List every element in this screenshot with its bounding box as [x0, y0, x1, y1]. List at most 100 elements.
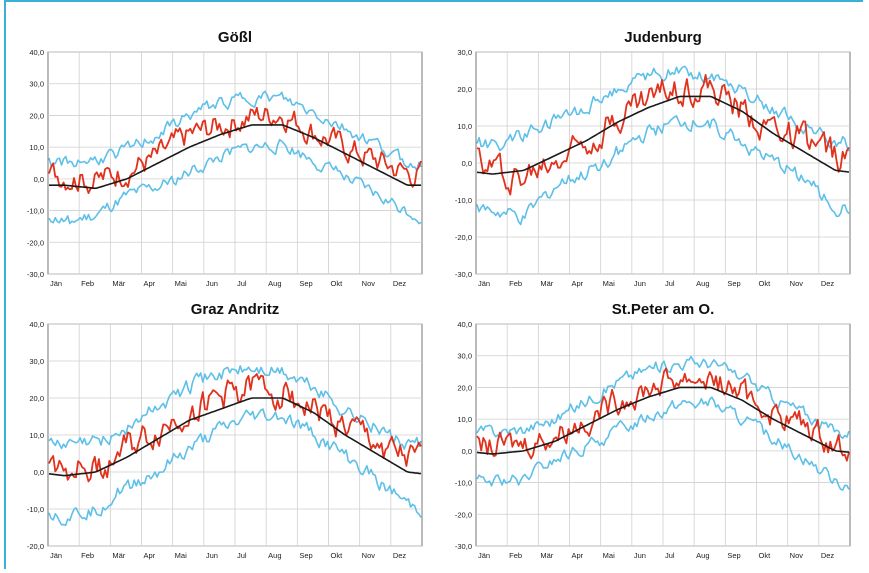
series-lower-band-line [48, 408, 422, 527]
chart-title: Graz Andritz [191, 301, 280, 318]
chart-panel-st-peter: St.Peter am O. -30,0 -20,0 -10,0 0,0 10,0 20,0… [438, 298, 858, 566]
x-tick-label: Nov [362, 279, 376, 288]
x-tick-label: Feb [81, 551, 94, 560]
x-tick-label: Sep [727, 551, 740, 560]
x-tick-label: Sep [299, 279, 312, 288]
y-tick-label: 40,0 [457, 320, 472, 329]
x-tick-label: Okt [331, 551, 344, 560]
x-tick-label: Mai [175, 279, 187, 288]
x-tick-label: Apr [572, 551, 584, 560]
x-tick-label: Mär [112, 279, 125, 288]
series-observed-line [476, 74, 850, 196]
series-lower-band-line [48, 138, 422, 225]
x-tick-label: Mai [175, 551, 187, 560]
chart-panel-judenburg: Judenburg -30,0 -20,0 -10,0 0,0 10,0 20,0 30,0 J… [438, 26, 858, 294]
x-tick-label: Sep [727, 279, 740, 288]
x-tick-label: Aug [268, 279, 281, 288]
x-tick-label: Jul [665, 279, 675, 288]
chart-title: St.Peter am O. [612, 301, 715, 318]
y-tick-label: -10,0 [27, 505, 44, 514]
chart-st-peter: St.Peter am O. -30,0 -20,0 -10,0 0,0 10,0 20,0… [455, 301, 851, 560]
y-tick-label: 30,0 [457, 48, 472, 57]
chart-panel-gossl: Gößl -30,0 -20,0 -10,0 0,0 10,0 20,0 30,0 40,0 Jä… [10, 26, 430, 294]
y-tick-label: -20,0 [455, 233, 472, 242]
x-tick-label: Mär [540, 279, 553, 288]
y-tick-label: -30,0 [27, 270, 44, 279]
x-tick-label: Nov [790, 279, 804, 288]
y-tick-label: -10,0 [455, 479, 472, 488]
x-tick-label: Feb [509, 551, 522, 560]
series-mean-line [48, 397, 422, 477]
series-lower-band-line [476, 396, 850, 491]
x-tick-label: Nov [790, 551, 804, 560]
y-tick-label: 0,0 [34, 175, 44, 184]
x-tick-label: Jun [634, 551, 646, 560]
x-tick-label: Aug [696, 551, 709, 560]
y-tick-label: 30,0 [29, 80, 44, 89]
figure-frame [4, 0, 863, 569]
y-tick-label: 10,0 [457, 415, 472, 424]
y-tick-label: 0,0 [462, 447, 472, 456]
x-tick-label: Apr [144, 279, 156, 288]
chart-title: Judenburg [624, 29, 702, 46]
y-tick-label: -10,0 [27, 207, 44, 216]
x-tick-label: Jun [206, 279, 218, 288]
x-tick-label: Aug [268, 551, 281, 560]
y-tick-label: 30,0 [457, 352, 472, 361]
series-observed-line [48, 373, 422, 483]
y-tick-label: 20,0 [29, 111, 44, 120]
y-tick-label: -30,0 [455, 542, 472, 551]
x-tick-label: Feb [81, 279, 94, 288]
x-tick-label: Jul [237, 551, 247, 560]
series-mean-line [476, 95, 850, 175]
y-tick-label: 10,0 [457, 122, 472, 131]
y-tick-label: 30,0 [29, 357, 44, 366]
y-tick-label: 0,0 [34, 468, 44, 477]
x-tick-label: Apr [572, 279, 584, 288]
x-tick-label: Aug [696, 279, 709, 288]
y-tick-label: -10,0 [455, 196, 472, 205]
x-tick-label: Sep [299, 551, 312, 560]
y-tick-label: 10,0 [29, 431, 44, 440]
x-tick-label: Nov [362, 551, 376, 560]
chart-gossl: Gößl -30,0 -20,0 -10,0 0,0 10,0 20,0 30,0 40,0 Jä… [27, 29, 423, 288]
chart-judenburg: Judenburg -30,0 -20,0 -10,0 0,0 10,0 20,0 30,0 J… [455, 29, 851, 288]
y-tick-label: -20,0 [27, 542, 44, 551]
y-tick-label: -20,0 [455, 510, 472, 519]
x-tick-label: Okt [331, 279, 344, 288]
chart-graz-andritz: Graz Andritz -20,0 -10,0 0,0 10,0 20,0 30,0 40,… [27, 301, 423, 560]
series-lower-band-line [476, 115, 850, 226]
series-observed-line [476, 367, 850, 462]
y-tick-label: 20,0 [29, 394, 44, 403]
x-tick-label: Mär [112, 551, 125, 560]
x-tick-label: Jul [665, 551, 675, 560]
series-mean-line [476, 386, 850, 455]
x-tick-label: Dez [393, 279, 407, 288]
x-tick-label: Dez [821, 279, 835, 288]
y-tick-label: 0,0 [462, 159, 472, 168]
series-upper-band-line [476, 355, 850, 439]
x-tick-label: Dez [393, 551, 407, 560]
y-tick-label: 20,0 [457, 85, 472, 94]
x-tick-label: Feb [509, 279, 522, 288]
x-tick-label: Jän [50, 551, 62, 560]
x-tick-label: Mai [603, 551, 615, 560]
x-tick-label: Apr [144, 551, 156, 560]
chart-title: Gößl [218, 29, 252, 46]
x-tick-label: Jän [50, 279, 62, 288]
y-tick-label: 40,0 [29, 48, 44, 57]
x-tick-label: Jän [478, 279, 490, 288]
x-tick-label: Dez [821, 551, 835, 560]
y-tick-label: -20,0 [27, 238, 44, 247]
y-tick-label: 40,0 [29, 320, 44, 329]
x-tick-label: Jän [478, 551, 490, 560]
series-upper-band-line [48, 90, 422, 171]
x-tick-label: Mär [540, 551, 553, 560]
x-tick-label: Mai [603, 279, 615, 288]
series-mean-line [49, 124, 421, 190]
y-tick-label: -30,0 [455, 270, 472, 279]
x-tick-label: Okt [759, 551, 772, 560]
x-tick-label: Jul [237, 279, 247, 288]
y-tick-label: 20,0 [457, 383, 472, 392]
x-tick-label: Jun [634, 279, 646, 288]
